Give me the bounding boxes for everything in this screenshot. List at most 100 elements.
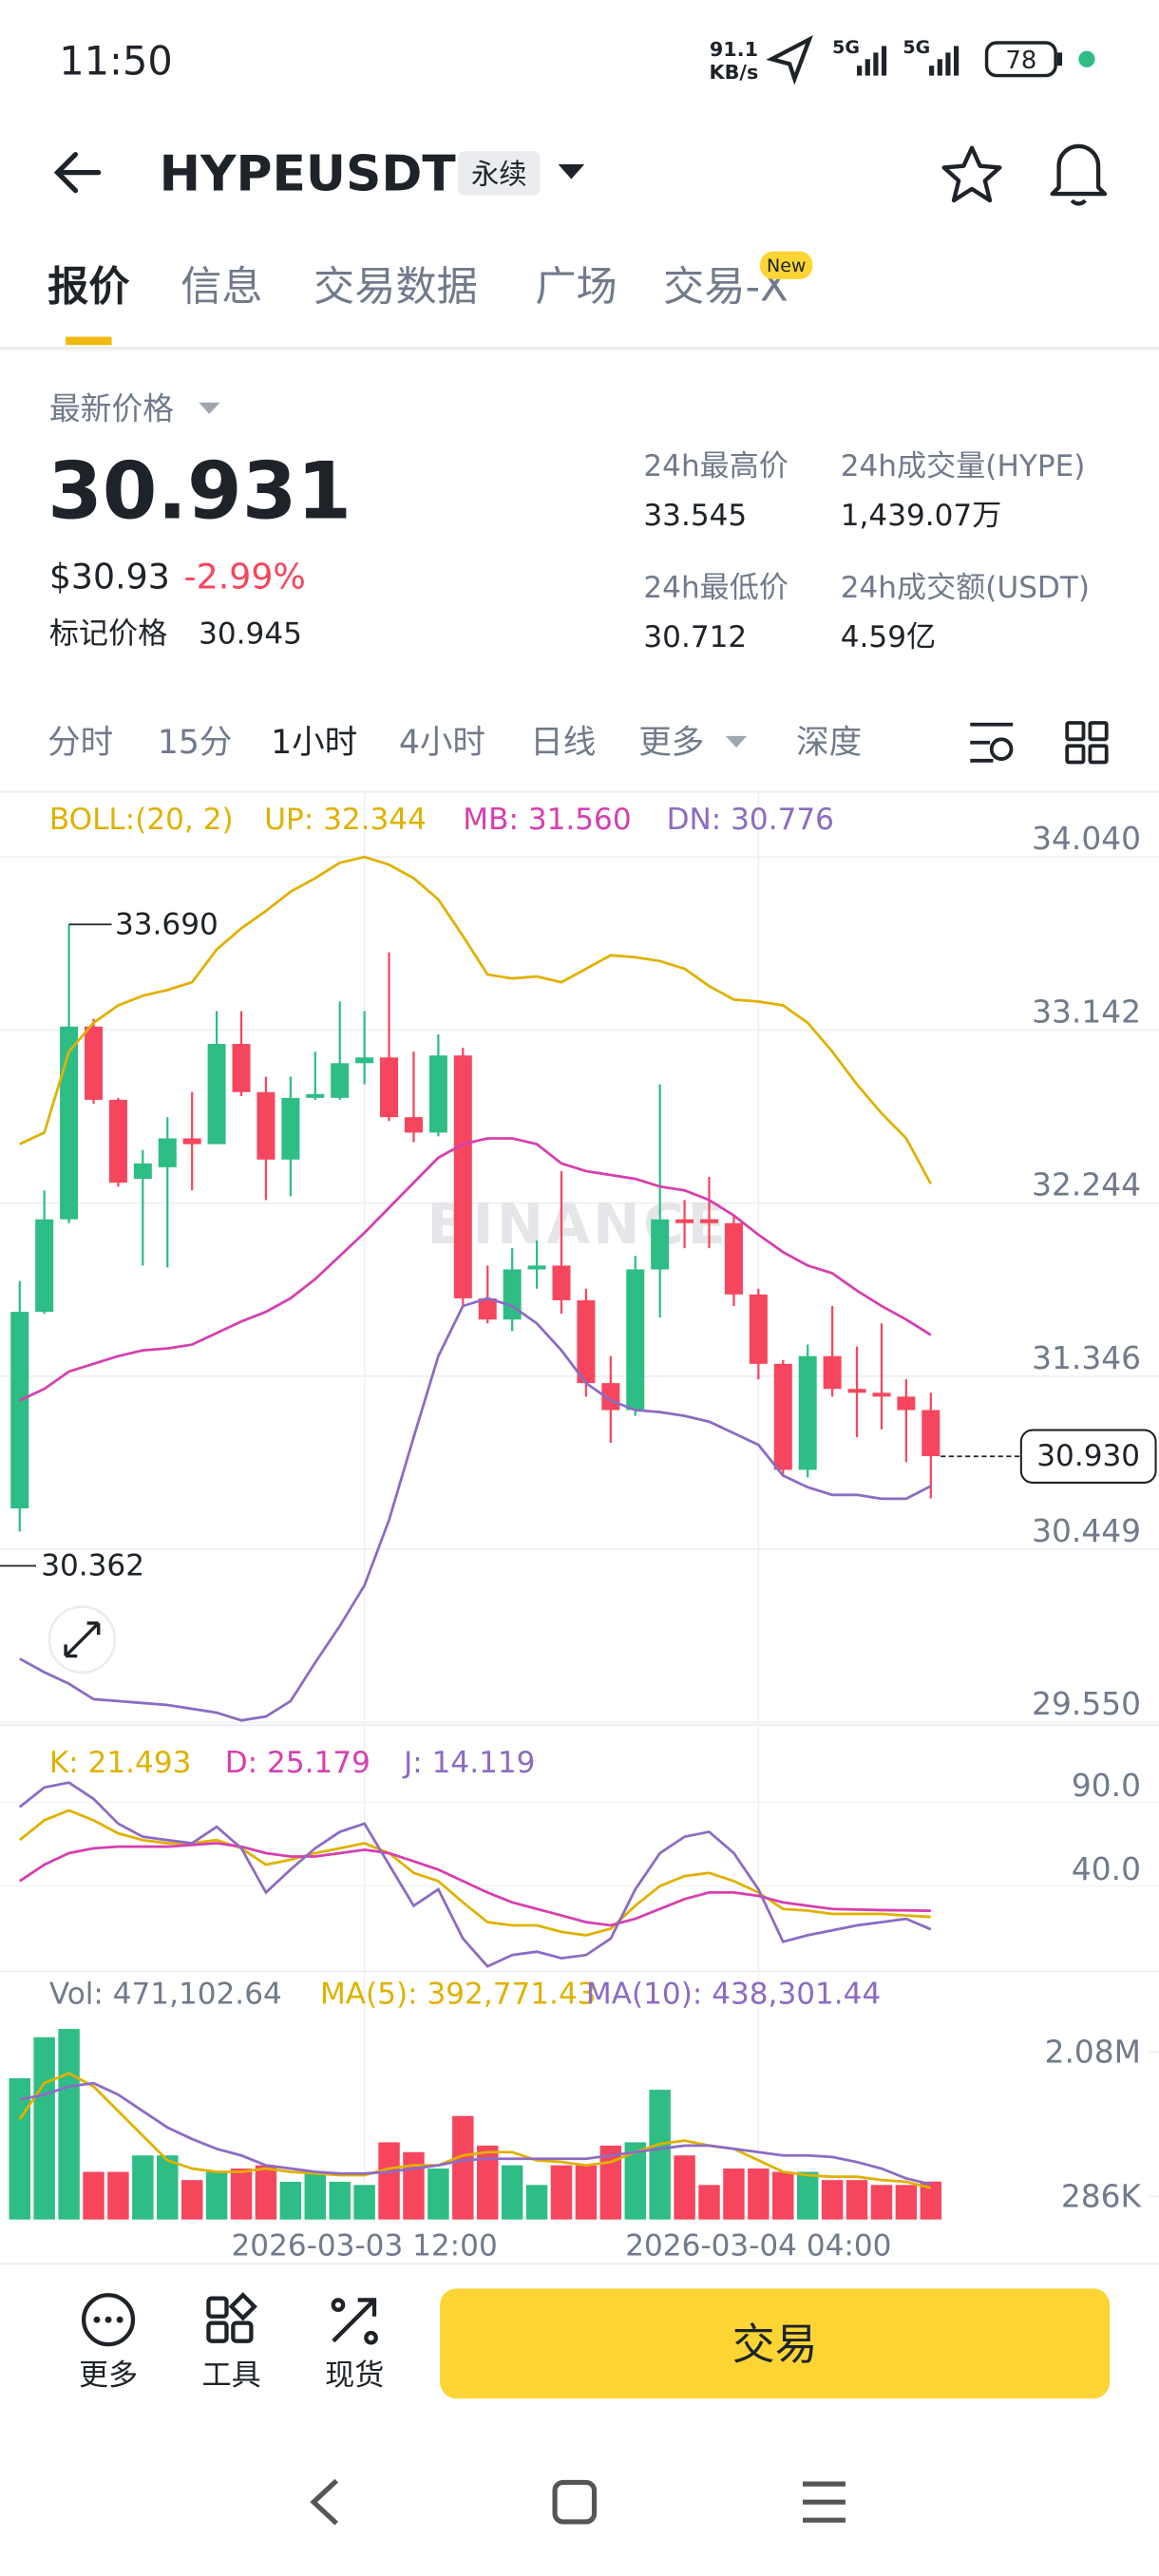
favorite-button[interactable] <box>941 145 1002 203</box>
timeframe[interactable]: 分时 <box>48 724 113 762</box>
volume-bar <box>353 2185 375 2220</box>
alert-button[interactable] <box>1050 143 1108 206</box>
candle-body <box>331 1063 350 1098</box>
volume-bar <box>772 2171 794 2220</box>
candle-body <box>404 1117 423 1133</box>
nav-home[interactable] <box>552 2479 598 2525</box>
volume-bar <box>83 2171 104 2220</box>
legend-entry: MA(5): 392,771.43 <box>320 1978 597 2012</box>
candle-body <box>35 1219 54 1313</box>
status-time: 11:50 <box>59 37 173 84</box>
volume-bar <box>255 2165 277 2220</box>
stat-label: 24h最低价 <box>643 571 788 605</box>
timeframe[interactable]: 1小时 <box>271 724 357 762</box>
tab-badge: New <box>767 256 806 276</box>
kdj-line <box>18 1809 931 1937</box>
bottom-button[interactable]: 现货 <box>325 2358 384 2393</box>
stat-value: 1,439.07万 <box>841 499 1002 533</box>
volume-bar <box>649 2090 671 2220</box>
candle-body <box>84 1026 104 1100</box>
battery-level: 78 <box>1005 47 1036 75</box>
mark-price: 30.945 <box>199 617 302 652</box>
legend-entry: D: 25.179 <box>225 1746 370 1780</box>
candle-body <box>700 1219 719 1223</box>
volume-bar <box>846 2180 868 2220</box>
mark-price-label: 标记价格 <box>49 617 167 652</box>
bottom-button[interactable]: 更多 <box>79 2358 138 2393</box>
tab[interactable]: 信息 <box>180 264 262 312</box>
dropdown <box>725 735 748 748</box>
stat-value: 30.712 <box>643 620 747 654</box>
volume-bar <box>180 2180 203 2220</box>
dropdown[interactable] <box>199 402 220 414</box>
nav-menu[interactable] <box>803 2481 846 2523</box>
volume-bar <box>525 2185 548 2220</box>
candle-body <box>281 1097 300 1160</box>
volume-bar <box>403 2151 425 2220</box>
volume-ma-line <box>18 2072 932 2189</box>
bottom-button[interactable]: 工具 <box>202 2358 261 2393</box>
signal-label: 5G <box>832 37 860 58</box>
timeframe[interactable]: 深度 <box>796 724 862 762</box>
y-tick-label: 31.346 <box>1032 1340 1141 1376</box>
symbol-dropdown[interactable] <box>558 163 585 180</box>
candle-body <box>453 1055 472 1298</box>
candle-body <box>108 1099 127 1184</box>
tools-icon <box>206 2292 257 2343</box>
candle-body <box>749 1294 768 1364</box>
stat-label: 24h成交量(HYPE) <box>841 449 1086 483</box>
x-tick-label: 2026-03-04 04:00 <box>625 2228 891 2263</box>
tab[interactable]: 交易数据 <box>314 264 478 312</box>
tab-indicator <box>66 336 112 346</box>
signal-label: 5G <box>902 37 930 58</box>
watermark: BINANCE <box>427 1191 729 1257</box>
nav-back[interactable] <box>310 2478 339 2526</box>
candle-body <box>428 1055 447 1133</box>
candle-body <box>158 1138 177 1167</box>
tab[interactable]: 报价 <box>48 264 130 312</box>
candle-body <box>207 1044 226 1145</box>
signal-bars <box>929 46 960 76</box>
chart-settings-button[interactable] <box>970 722 1014 763</box>
volume-bar <box>624 2142 646 2220</box>
trade-button[interactable] <box>440 2288 1111 2399</box>
volume-bar <box>230 2169 253 2220</box>
timeframe[interactable]: 15分 <box>158 724 233 762</box>
volume-bar <box>329 2181 351 2220</box>
volume-bar <box>748 2169 770 2220</box>
candle-body <box>651 1219 670 1270</box>
signal-bars <box>857 46 887 76</box>
candle-body <box>478 1297 497 1320</box>
candle-body <box>724 1222 743 1295</box>
candle-body <box>527 1265 546 1270</box>
stat-value: 4.59亿 <box>841 620 936 654</box>
volume-bar <box>33 2036 55 2220</box>
candle-body <box>872 1392 891 1397</box>
net-unit: KB/s <box>710 61 759 84</box>
location-icon <box>766 34 813 85</box>
y-tick-label: 29.550 <box>1032 1686 1141 1722</box>
stat-value: 33.545 <box>643 499 747 533</box>
stat-label: 24h成交额(USDT) <box>841 571 1090 605</box>
timeframe[interactable]: 4小时 <box>399 724 485 762</box>
candle-body <box>133 1163 152 1180</box>
usd-price: $30.93 <box>49 557 170 597</box>
timeframe[interactable]: 日线 <box>530 724 596 762</box>
y-tick-label: 33.142 <box>1032 994 1141 1030</box>
back-button[interactable] <box>53 151 102 194</box>
layout-button[interactable] <box>1065 721 1109 765</box>
tab[interactable]: 广场 <box>535 264 617 312</box>
volume-bar <box>205 2171 228 2220</box>
candle-body <box>798 1355 817 1470</box>
timeframe[interactable]: 更多 <box>638 724 704 762</box>
volume-bar <box>452 2115 474 2220</box>
volume-bar <box>428 2169 449 2220</box>
kdj-line <box>18 1842 931 1927</box>
candle-body <box>182 1138 201 1145</box>
price-change: -2.99% <box>184 557 306 597</box>
volume-bar <box>796 2171 819 2220</box>
candle-body <box>897 1396 916 1411</box>
legend-entry: Vol: 471,102.64 <box>49 1978 282 2012</box>
net-speed: 91.1 <box>710 38 758 61</box>
last-price-label: 最新价格 <box>49 391 174 427</box>
